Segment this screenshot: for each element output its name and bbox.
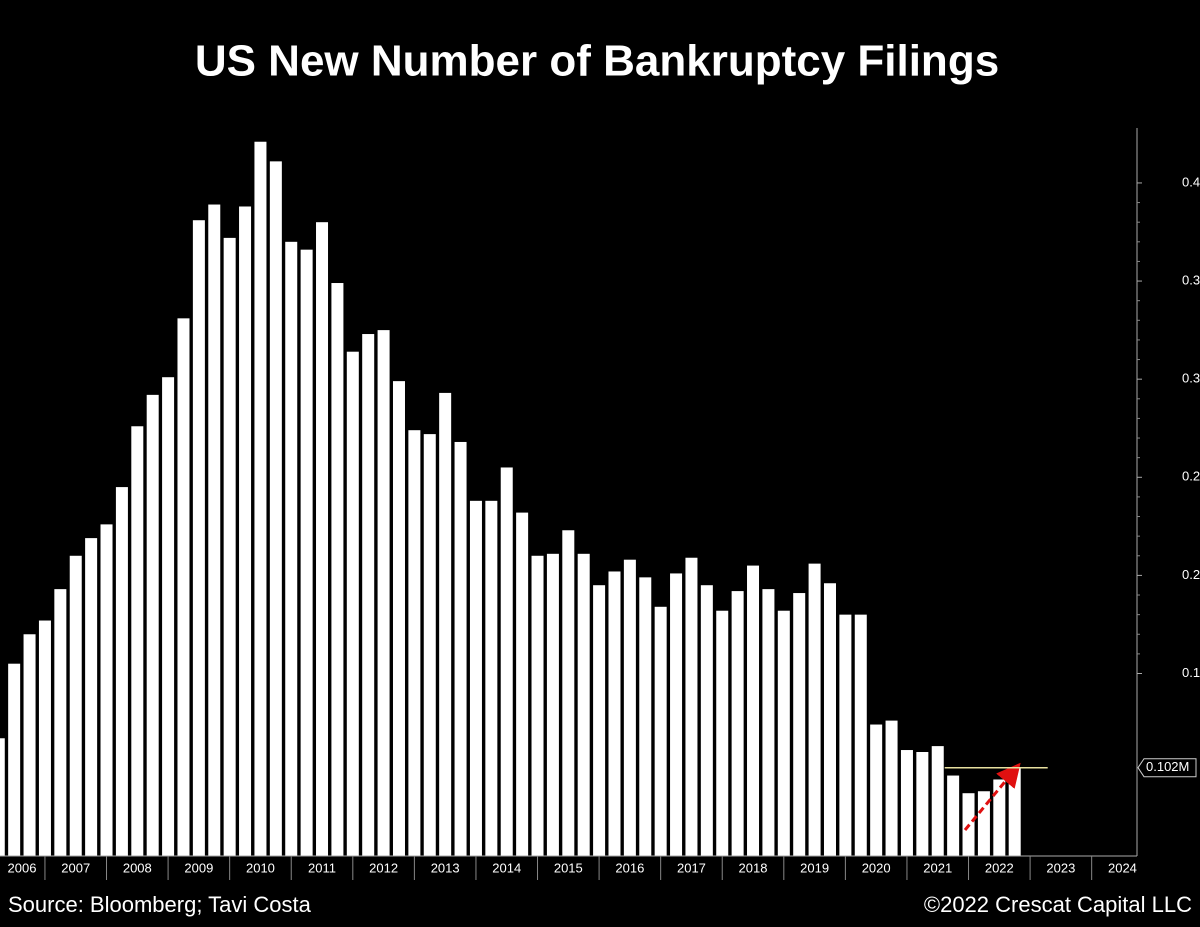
bar bbox=[1008, 767, 1021, 856]
plot-area bbox=[0, 141, 1021, 856]
bar bbox=[8, 663, 21, 856]
bar bbox=[208, 204, 221, 856]
x-tick-label: 2023 bbox=[1046, 860, 1075, 875]
chart-title: US New Number of Bankruptcy Filings bbox=[195, 37, 999, 86]
bar bbox=[839, 614, 852, 856]
x-tick-label: 2022 bbox=[985, 860, 1014, 875]
bar bbox=[239, 206, 252, 856]
bar bbox=[885, 720, 898, 856]
bar bbox=[608, 571, 621, 856]
x-tick-label: 2006 bbox=[8, 860, 37, 875]
bar bbox=[454, 441, 467, 856]
x-tick-label: 2007 bbox=[61, 860, 90, 875]
bar bbox=[439, 392, 452, 856]
last-value-tag bbox=[1137, 758, 1197, 778]
x-tick-label: 2017 bbox=[677, 860, 706, 875]
bar bbox=[531, 555, 544, 856]
bar bbox=[0, 738, 5, 856]
x-tick-label: 2010 bbox=[246, 860, 275, 875]
bar bbox=[747, 565, 760, 856]
bar bbox=[331, 283, 344, 856]
x-tick-label: 2018 bbox=[739, 860, 768, 875]
copyright: ©2022 Crescat Capital LLC bbox=[924, 892, 1192, 917]
x-tick-label: 2009 bbox=[184, 860, 213, 875]
bar bbox=[362, 334, 375, 856]
bar bbox=[192, 220, 205, 856]
x-tick-label: 2021 bbox=[923, 860, 952, 875]
y-tick-label: 0.4M bbox=[1182, 174, 1200, 189]
bar bbox=[54, 589, 67, 856]
bar bbox=[900, 750, 913, 856]
bar bbox=[23, 634, 36, 856]
bar bbox=[377, 330, 390, 856]
y-tick-label: 0.2M bbox=[1182, 567, 1200, 582]
x-tick-label: 2020 bbox=[862, 860, 891, 875]
bar bbox=[254, 141, 267, 856]
bar bbox=[777, 610, 790, 856]
bar bbox=[623, 559, 636, 856]
x-tick-label: 2012 bbox=[369, 860, 398, 875]
bar bbox=[485, 500, 498, 856]
bar bbox=[177, 318, 190, 856]
trend-arrow bbox=[963, 762, 1021, 831]
bar bbox=[593, 585, 606, 856]
bar bbox=[993, 779, 1006, 856]
bar bbox=[731, 591, 744, 856]
bar bbox=[639, 577, 652, 856]
bar bbox=[285, 241, 298, 856]
bar bbox=[670, 573, 683, 856]
bar bbox=[916, 752, 929, 856]
bar bbox=[562, 530, 575, 856]
bar bbox=[38, 620, 51, 856]
bar bbox=[577, 553, 590, 856]
x-tick-label: 2014 bbox=[492, 860, 521, 875]
x-tick-label: 2008 bbox=[123, 860, 152, 875]
bar bbox=[300, 249, 313, 856]
bar bbox=[131, 426, 144, 856]
bar bbox=[685, 557, 698, 856]
bar bbox=[823, 583, 836, 856]
bar bbox=[316, 222, 329, 856]
bar bbox=[423, 434, 436, 856]
x-tick-label: 2013 bbox=[431, 860, 460, 875]
source: Source: Bloomberg; Tavi Costa bbox=[8, 892, 312, 917]
bar bbox=[269, 161, 282, 856]
x-tick-label: 2011 bbox=[308, 860, 336, 875]
bar bbox=[808, 563, 821, 856]
y-tick-label: 0.25M bbox=[1182, 469, 1200, 484]
bar bbox=[115, 487, 128, 856]
bar bbox=[977, 791, 990, 856]
bar bbox=[654, 606, 667, 856]
bar bbox=[500, 467, 513, 856]
bar bbox=[516, 512, 529, 856]
x-tick-label: 2015 bbox=[554, 860, 583, 875]
bar bbox=[762, 589, 775, 856]
bar bbox=[162, 377, 175, 856]
x-tick-label: 2024 bbox=[1108, 860, 1137, 875]
bar bbox=[870, 724, 883, 856]
bar bbox=[85, 538, 98, 856]
x-tick-label: 2019 bbox=[800, 860, 829, 875]
bar bbox=[716, 610, 729, 856]
last-value-label: 0.102M bbox=[1146, 759, 1189, 774]
bar bbox=[854, 614, 867, 856]
y-tick-label: 0.3M bbox=[1182, 371, 1200, 386]
y-tick-label: 0.35M bbox=[1182, 272, 1200, 287]
bar bbox=[947, 775, 960, 856]
bar bbox=[100, 524, 113, 856]
bar bbox=[346, 351, 359, 856]
bar bbox=[392, 381, 405, 856]
y-tick-label: 0.15M bbox=[1182, 665, 1200, 680]
x-tick-label: 2016 bbox=[615, 860, 644, 875]
bar bbox=[408, 430, 421, 856]
bar bbox=[700, 585, 713, 856]
bar bbox=[931, 746, 944, 856]
bar bbox=[793, 593, 806, 856]
bar bbox=[546, 553, 559, 856]
bar bbox=[69, 555, 82, 856]
bar bbox=[146, 394, 159, 856]
bar bbox=[223, 237, 236, 856]
bar bbox=[469, 500, 482, 856]
